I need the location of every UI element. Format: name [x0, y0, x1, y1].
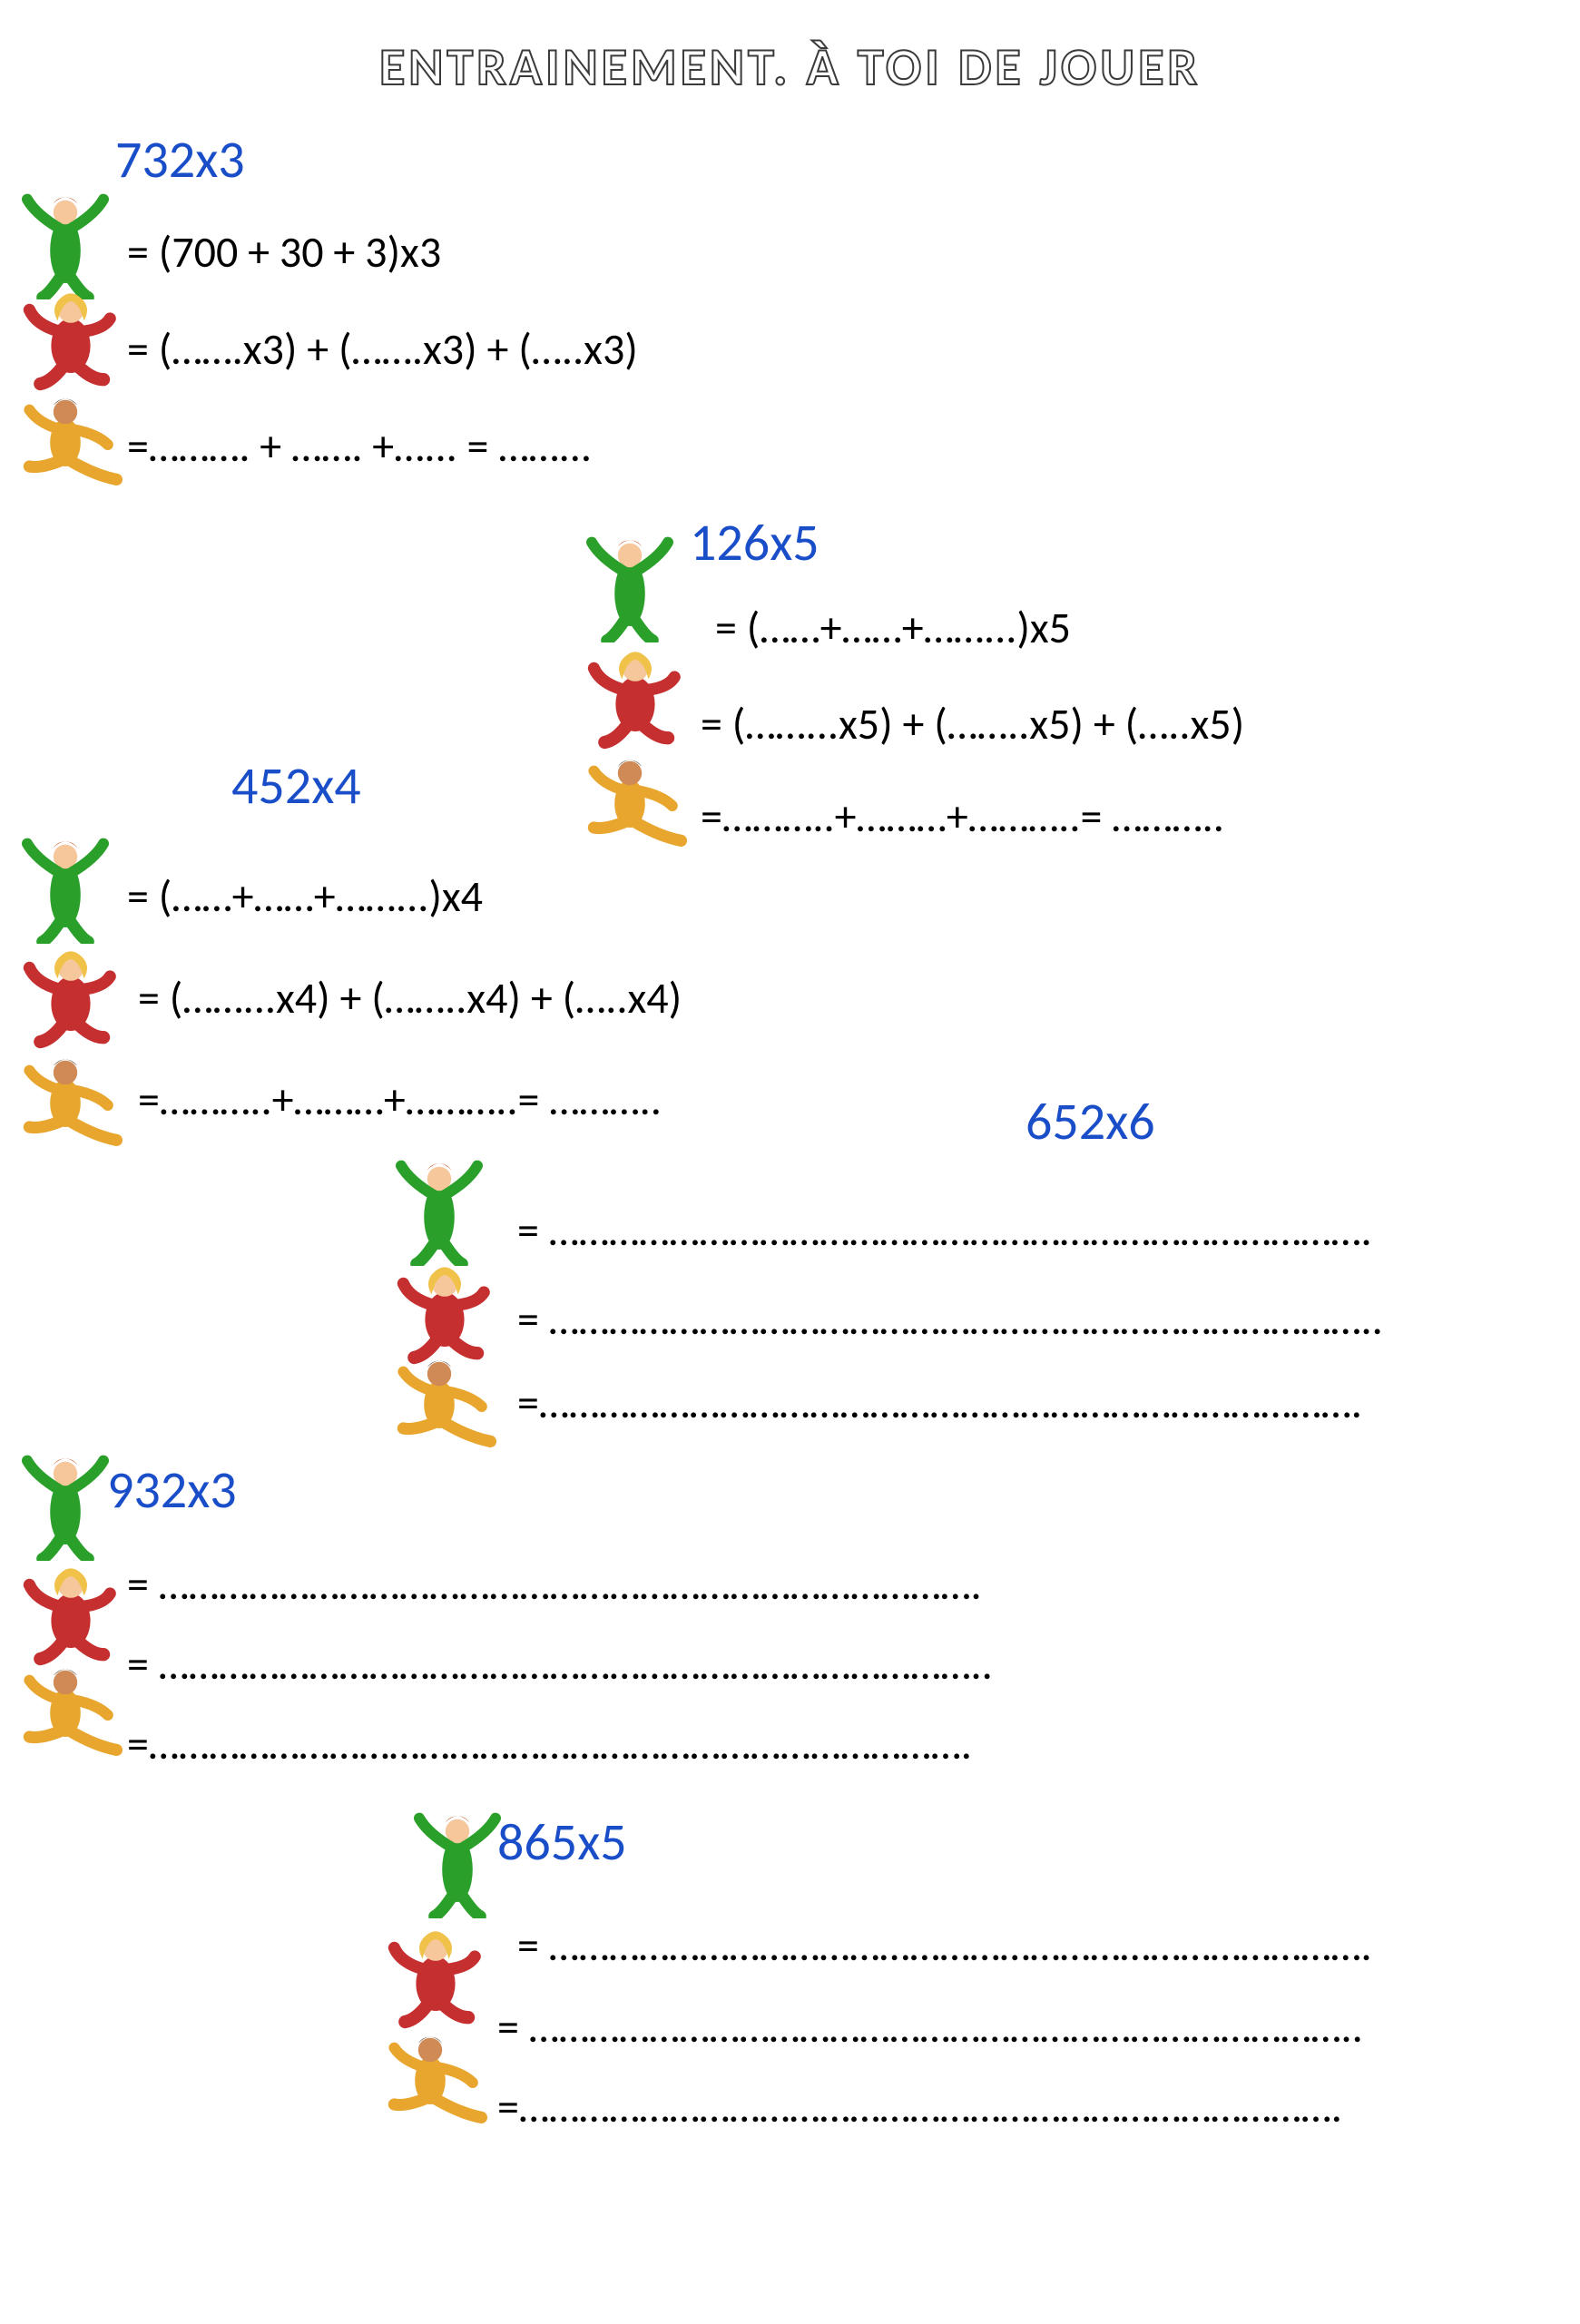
problem-4-line-2: = ………………………………………………………………………..	[517, 1292, 1383, 1346]
character-yellow-svg	[16, 390, 125, 499]
character-green-svg	[16, 191, 125, 299]
character-yellow-icon	[581, 751, 690, 860]
character-green-icon	[408, 1809, 517, 1918]
problem-1-line-3: =………. + ……. +…... = ……...	[127, 419, 592, 473]
character-green-icon	[16, 191, 125, 299]
problem-6-line-1: = ……………………………………………………………………….	[517, 1918, 1372, 1972]
problem-3-line-2: = (……...x4) + (……..x4) + (…..x4)	[138, 971, 682, 1025]
character-yellow-svg	[381, 2028, 490, 2137]
character-green-icon	[581, 534, 690, 642]
character-red-icon	[581, 644, 690, 753]
character-yellow-svg	[16, 1051, 125, 1160]
character-green-svg	[390, 1157, 499, 1266]
character-yellow-icon	[16, 390, 125, 499]
problem-6-line-2: = ………………………………………………………………………..	[497, 2000, 1363, 2054]
problem-2-title: 126x5	[690, 510, 819, 574]
problem-1-line-1: = (700 + 30 + 3)x3	[127, 225, 441, 279]
problem-2-line-2: = (……...x5) + (……..x5) + (…..x5)	[701, 697, 1244, 750]
character-green-icon	[16, 835, 125, 944]
problem-6-line-3: =……………………………………………………………………….	[497, 2080, 1342, 2133]
character-red-svg	[16, 1561, 125, 1670]
character-red-icon	[16, 286, 125, 395]
character-green-icon	[16, 1452, 125, 1561]
character-red-icon	[16, 1561, 125, 1670]
problem-4-title: 652x6	[1026, 1089, 1155, 1153]
character-yellow-svg	[390, 1352, 499, 1461]
problem-5-title: 932x3	[107, 1457, 237, 1522]
character-red-svg	[16, 286, 125, 395]
problem-3-title: 452x4	[231, 753, 361, 818]
character-red-icon	[381, 1924, 490, 2033]
problem-4-line-1: = ……………………………………………………………………….	[517, 1203, 1372, 1257]
character-yellow-icon	[381, 2028, 490, 2137]
problem-1-title: 732x3	[115, 127, 245, 191]
problem-5-line-2: = ………………………………………………………………………..	[127, 1637, 993, 1691]
character-green-svg	[16, 1452, 125, 1561]
character-green-svg	[408, 1809, 517, 1918]
problem-3-line-1: = (……+……+……...)x4	[127, 869, 483, 923]
problem-4-line-3: =……………………………………………………………………….	[517, 1376, 1362, 1429]
character-red-svg	[16, 944, 125, 1053]
character-yellow-icon	[16, 1661, 125, 1770]
character-red-svg	[381, 1924, 490, 2033]
character-yellow-svg	[581, 751, 690, 860]
problem-5-line-1: = ……………………………………………………………………….	[127, 1557, 982, 1611]
character-red-icon	[16, 944, 125, 1053]
page-title: ENTRAINEMENT. À TOI DE JOUER	[0, 34, 1580, 99]
character-red-svg	[581, 644, 690, 753]
character-green-svg	[581, 534, 690, 642]
problem-5-line-3: =……………………………………………………………………….	[127, 1717, 972, 1770]
character-yellow-icon	[390, 1352, 499, 1461]
character-yellow-icon	[16, 1051, 125, 1160]
character-green-icon	[390, 1157, 499, 1266]
problem-1-line-2: = (…….x3) + (…….x3) + (…..x3)	[127, 322, 638, 376]
problem-3-line-3: =………..+………+………..= ………..	[138, 1073, 662, 1126]
problem-2-line-1: = (……+……+……...)x5	[715, 601, 1071, 654]
character-green-svg	[16, 835, 125, 944]
problem-2-line-3: =………..+………+………..= ………..	[701, 789, 1224, 843]
character-yellow-svg	[16, 1661, 125, 1770]
